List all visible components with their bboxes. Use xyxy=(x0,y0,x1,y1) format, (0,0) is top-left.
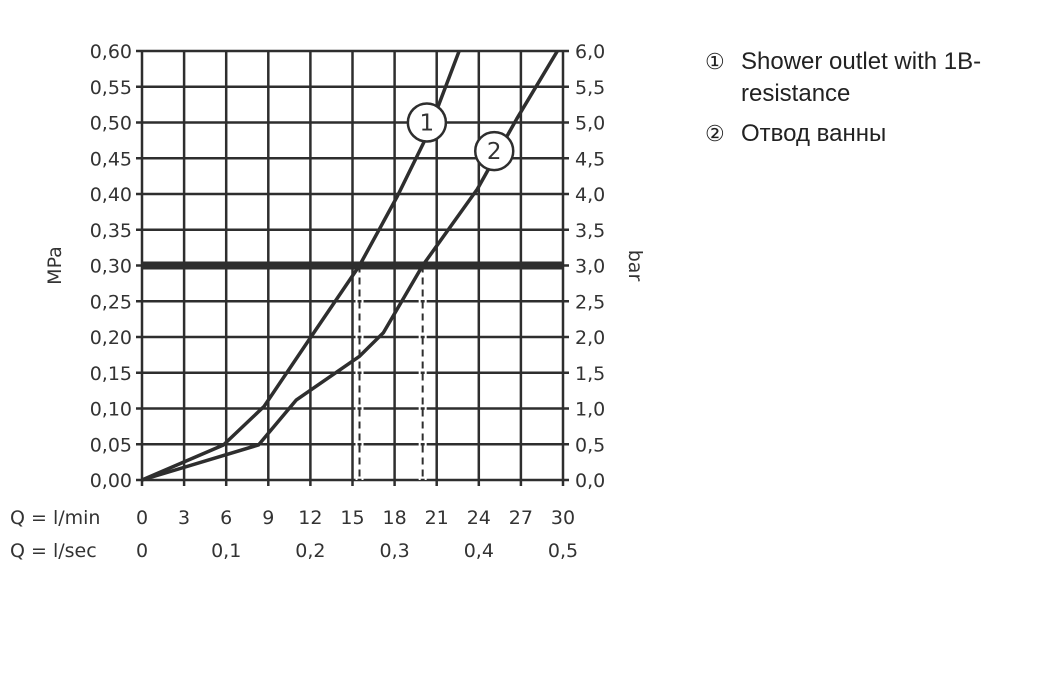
x-tick-lmin: 18 xyxy=(383,507,407,529)
x-row-label-lmin: Q = l/min xyxy=(10,507,100,529)
x-tick-lmin: 3 xyxy=(178,507,190,529)
series-marker-circle-2 xyxy=(473,130,515,172)
series-marker-circle-1 xyxy=(406,102,448,143)
y-tick-left: 0,10 xyxy=(90,399,132,421)
y-tick-right: 0,5 xyxy=(575,434,605,456)
y-tick-left: 0,45 xyxy=(90,148,132,170)
y-tick-left: 0,50 xyxy=(90,113,132,135)
x-tick-lsec: 0,5 xyxy=(548,540,578,562)
y-tick-right: 4,0 xyxy=(575,184,605,206)
y-tick-right: 3,0 xyxy=(575,256,605,278)
y-tick-left: 0,05 xyxy=(90,434,132,456)
x-row-label-lsec: Q = l/sec xyxy=(10,540,97,562)
y-tick-left: 0,60 xyxy=(90,41,132,63)
series-marker-label-2: 2 xyxy=(487,139,502,165)
legend-marker-1: ① xyxy=(705,49,725,74)
y-axis-label-right: bar xyxy=(624,250,646,282)
y-tick-left: 0,25 xyxy=(90,291,132,313)
series-line-1 xyxy=(141,50,461,482)
x-tick-lmin: 24 xyxy=(467,507,491,529)
x-tick-lsec: 0,3 xyxy=(379,540,409,562)
y-tick-left: 0,15 xyxy=(90,363,132,385)
legend: ① Shower outlet with 1B-resistance ② Отв… xyxy=(705,46,1041,158)
y-tick-right: 0,0 xyxy=(575,470,605,492)
legend-text-2: Отвод ванны xyxy=(741,120,887,147)
y-tick-left: 0,40 xyxy=(90,184,132,206)
legend-text-1: Shower outlet with 1B-resistance xyxy=(741,48,982,107)
x-tick-lmin: 0 xyxy=(136,507,148,529)
y-tick-left: 0,55 xyxy=(90,77,132,99)
y-tick-right: 5,0 xyxy=(575,113,605,135)
y-tick-right: 3,5 xyxy=(575,220,605,242)
y-axis-label-left: MPa xyxy=(44,246,66,285)
y-tick-left: 0,00 xyxy=(90,470,132,492)
x-tick-lsec: 0,2 xyxy=(295,540,325,562)
x-tick-lmin: 6 xyxy=(220,507,232,529)
x-tick-lmin: 27 xyxy=(509,507,533,529)
y-tick-right: 1,0 xyxy=(575,399,605,421)
series-marker-label-1: 1 xyxy=(420,111,435,137)
y-tick-left: 0,30 xyxy=(90,256,132,278)
y-tick-left: 0,20 xyxy=(90,327,132,349)
x-tick-lmin: 15 xyxy=(340,507,364,529)
x-tick-lsec: 0,1 xyxy=(211,540,241,562)
legend-item-1: ① Shower outlet with 1B-resistance xyxy=(705,46,1041,110)
x-tick-lmin: 21 xyxy=(425,507,449,529)
y-tick-right: 1,5 xyxy=(575,363,605,385)
legend-item-2: ② Отвод ванны xyxy=(705,118,1041,150)
x-tick-lmin: 9 xyxy=(262,507,274,529)
x-tick-lsec: 0,4 xyxy=(464,540,494,562)
y-tick-right: 2,0 xyxy=(575,327,605,349)
y-tick-right: 5,5 xyxy=(575,77,605,99)
legend-marker-2: ② xyxy=(705,121,725,146)
x-tick-lmin: 30 xyxy=(551,507,575,529)
x-tick-lsec: 0 xyxy=(136,540,148,562)
y-tick-right: 2,5 xyxy=(575,291,605,313)
y-tick-left: 0,35 xyxy=(90,220,132,242)
y-tick-right: 6,0 xyxy=(575,41,605,63)
x-tick-lmin: 12 xyxy=(298,507,322,529)
y-tick-right: 4,5 xyxy=(575,148,605,170)
